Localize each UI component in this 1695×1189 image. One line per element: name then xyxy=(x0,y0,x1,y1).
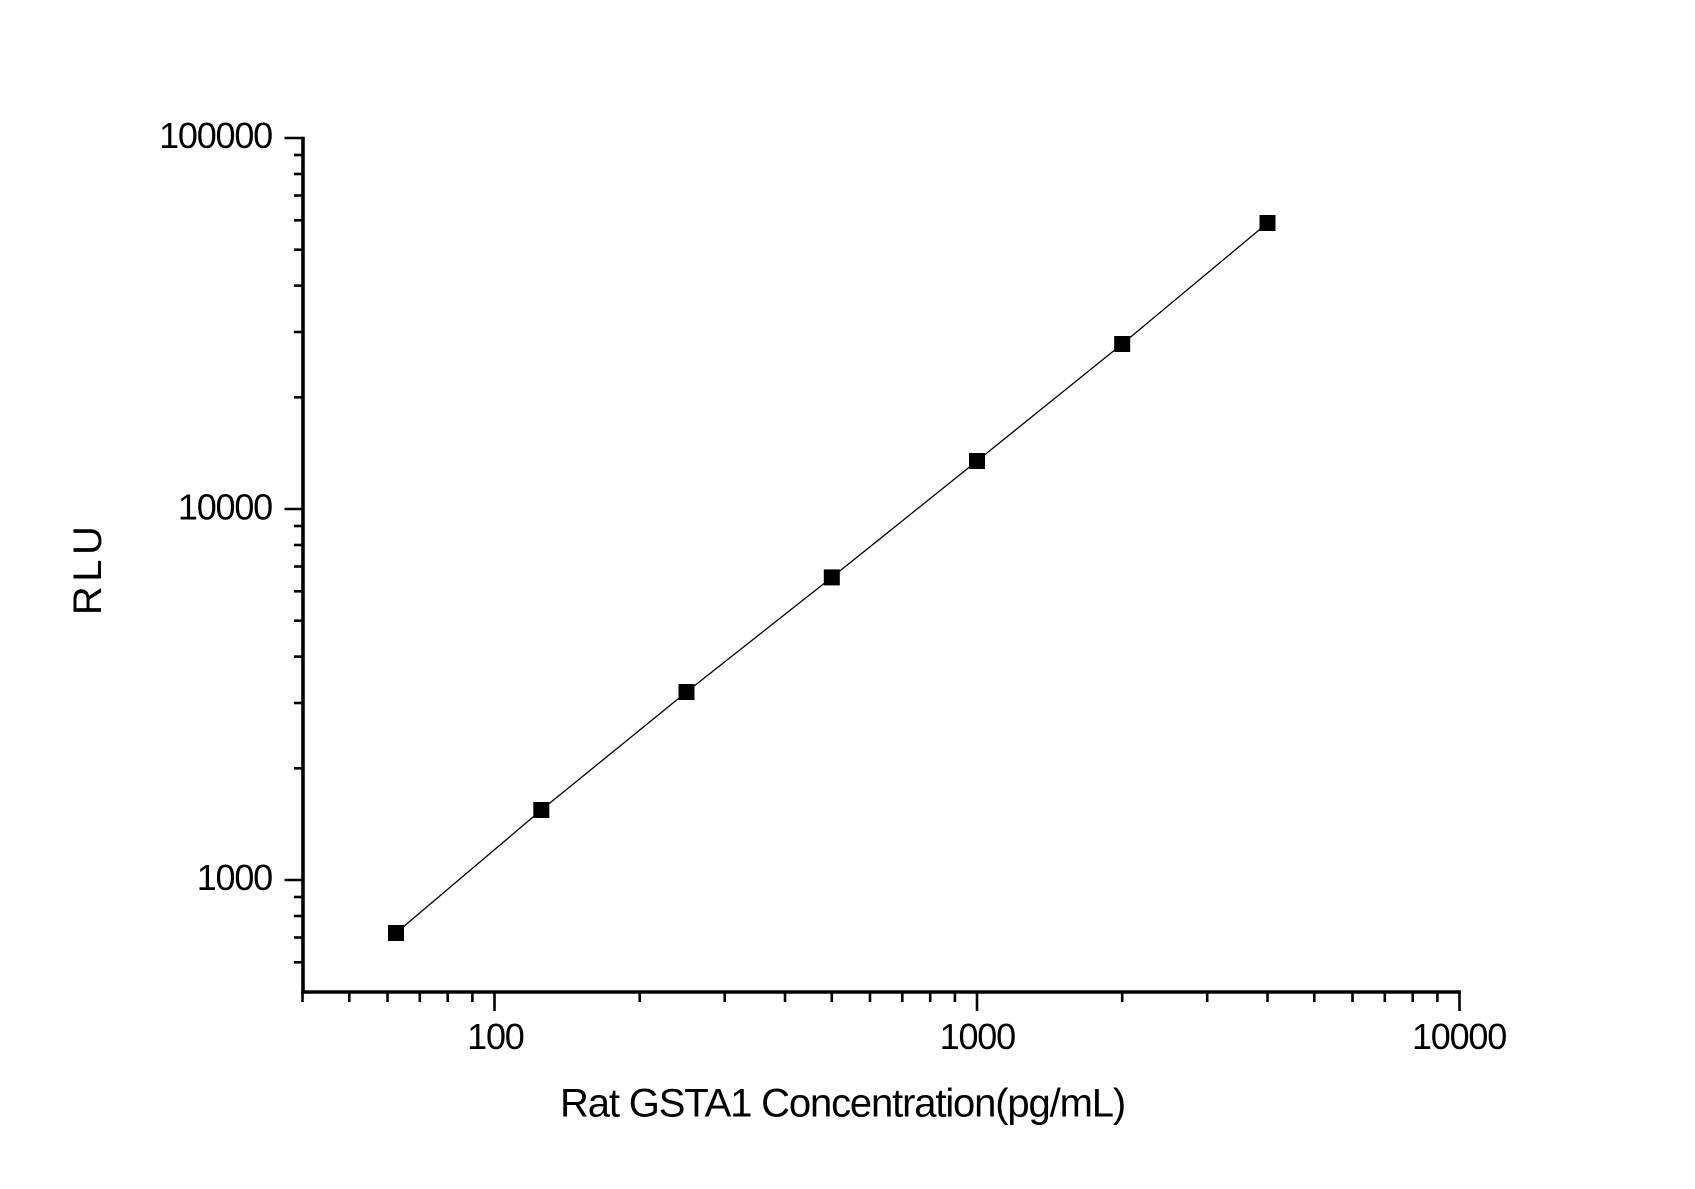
svg-text:1000: 1000 xyxy=(940,1016,1015,1057)
svg-text:1000: 1000 xyxy=(197,857,272,898)
svg-text:10000: 10000 xyxy=(178,486,272,527)
svg-text:RLU: RLU xyxy=(66,522,110,616)
svg-text:100000: 100000 xyxy=(159,115,272,156)
svg-text:Rat GSTA1 Concentration(pg/mL): Rat GSTA1 Concentration(pg/mL) xyxy=(560,1081,1125,1125)
svg-text:10000: 10000 xyxy=(1412,1016,1506,1057)
svg-text:100: 100 xyxy=(467,1016,524,1057)
